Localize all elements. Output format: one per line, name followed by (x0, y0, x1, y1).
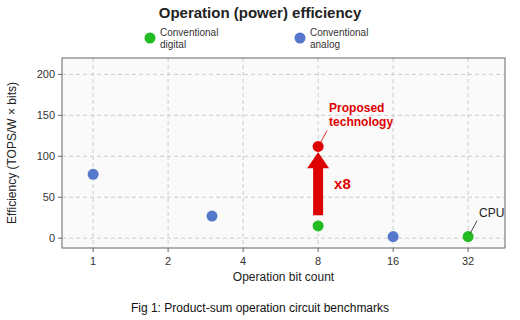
y-tick-label: 200 (37, 68, 55, 80)
y-tick (58, 156, 62, 157)
x-grid-line (168, 58, 169, 248)
x-grid-line (93, 58, 94, 248)
y-tick-label: 50 (43, 191, 55, 203)
y-tick-label: 0 (49, 232, 55, 244)
point (313, 141, 324, 152)
y-grid-line (62, 74, 505, 75)
annotation: CPU (479, 206, 504, 220)
y-tick (58, 74, 62, 75)
legend-marker (295, 33, 306, 44)
y-tick (58, 238, 62, 239)
x-grid-line (393, 58, 394, 248)
annotation-leader (320, 130, 327, 143)
caption: Fig 1: Product-sum operation circuit ben… (131, 301, 389, 315)
x-tick-label: 8 (315, 255, 321, 267)
y-grid-line (62, 238, 505, 239)
x-tick (318, 248, 319, 252)
x-tick-label: 1 (90, 255, 96, 267)
x-grid-line (468, 58, 469, 248)
legend-label: Conventionalanalog (310, 27, 368, 50)
point (313, 220, 324, 231)
x-tick (468, 248, 469, 252)
arrow (307, 152, 329, 215)
point (88, 169, 99, 180)
legend-marker (145, 33, 156, 44)
y-grid-line (62, 197, 505, 198)
x-tick (393, 248, 394, 252)
y-tick-label: 100 (37, 150, 55, 162)
grid (62, 58, 505, 248)
arrow-label: x8 (334, 175, 351, 192)
x-axis-label: Operation bit count (233, 270, 335, 284)
x-tick-label: 16 (387, 255, 399, 267)
y-tick (58, 115, 62, 116)
x-tick-label: 4 (240, 255, 246, 267)
annotation: Proposedtechnology (329, 101, 393, 129)
point (388, 231, 399, 242)
x-tick-label: 2 (165, 255, 171, 267)
y-axis-label: Efficiency (TOPS/W × bits) (5, 82, 19, 224)
y-grid-line (62, 156, 505, 157)
point (206, 211, 217, 222)
plot-area (62, 58, 505, 248)
x-tick (168, 248, 169, 252)
x-grid-line (243, 58, 244, 248)
legend-label: Conventionaldigital (160, 27, 218, 50)
x-tick (93, 248, 94, 252)
x-tick (243, 248, 244, 252)
title: Operation (power) efficiency (159, 4, 362, 21)
y-tick (58, 197, 62, 198)
chart: 1 2 4 8 16 32 0 50 100 150 200 Proposedtechnology x8… (0, 0, 520, 320)
plot-frame (62, 58, 505, 248)
point (463, 231, 474, 242)
marks (88, 141, 474, 242)
annotation-leader (470, 221, 477, 234)
y-tick-label: 150 (37, 109, 55, 121)
y-grid-line (62, 115, 505, 116)
x-tick-label: 32 (462, 255, 474, 267)
